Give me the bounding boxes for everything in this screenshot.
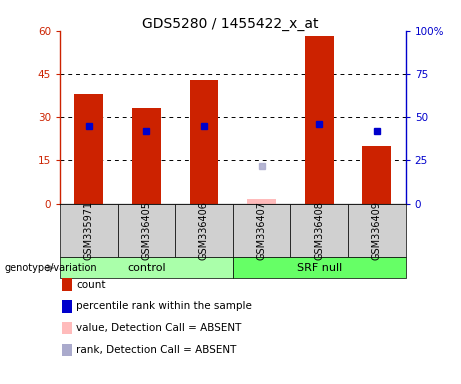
Text: GSM336405: GSM336405 (142, 201, 151, 260)
Bar (362, 146, 391, 204)
Bar (305, 36, 334, 204)
Text: GDS5280 / 1455422_x_at: GDS5280 / 1455422_x_at (142, 17, 319, 31)
Text: percentile rank within the sample: percentile rank within the sample (76, 301, 252, 311)
Text: GSM336406: GSM336406 (199, 201, 209, 260)
Text: rank, Detection Call = ABSENT: rank, Detection Call = ABSENT (76, 345, 236, 355)
Bar (74, 94, 103, 204)
Text: value, Detection Call = ABSENT: value, Detection Call = ABSENT (76, 323, 242, 333)
Text: GSM336409: GSM336409 (372, 201, 382, 260)
Bar (189, 80, 219, 204)
Text: GSM336407: GSM336407 (257, 201, 266, 260)
Text: count: count (76, 280, 106, 290)
Text: SRF null: SRF null (296, 263, 342, 273)
Bar (132, 109, 161, 204)
Text: genotype/variation: genotype/variation (5, 263, 97, 273)
Text: control: control (127, 263, 165, 273)
Bar (247, 199, 276, 204)
Text: GSM336408: GSM336408 (314, 201, 324, 260)
Text: GSM335971: GSM335971 (84, 201, 94, 260)
